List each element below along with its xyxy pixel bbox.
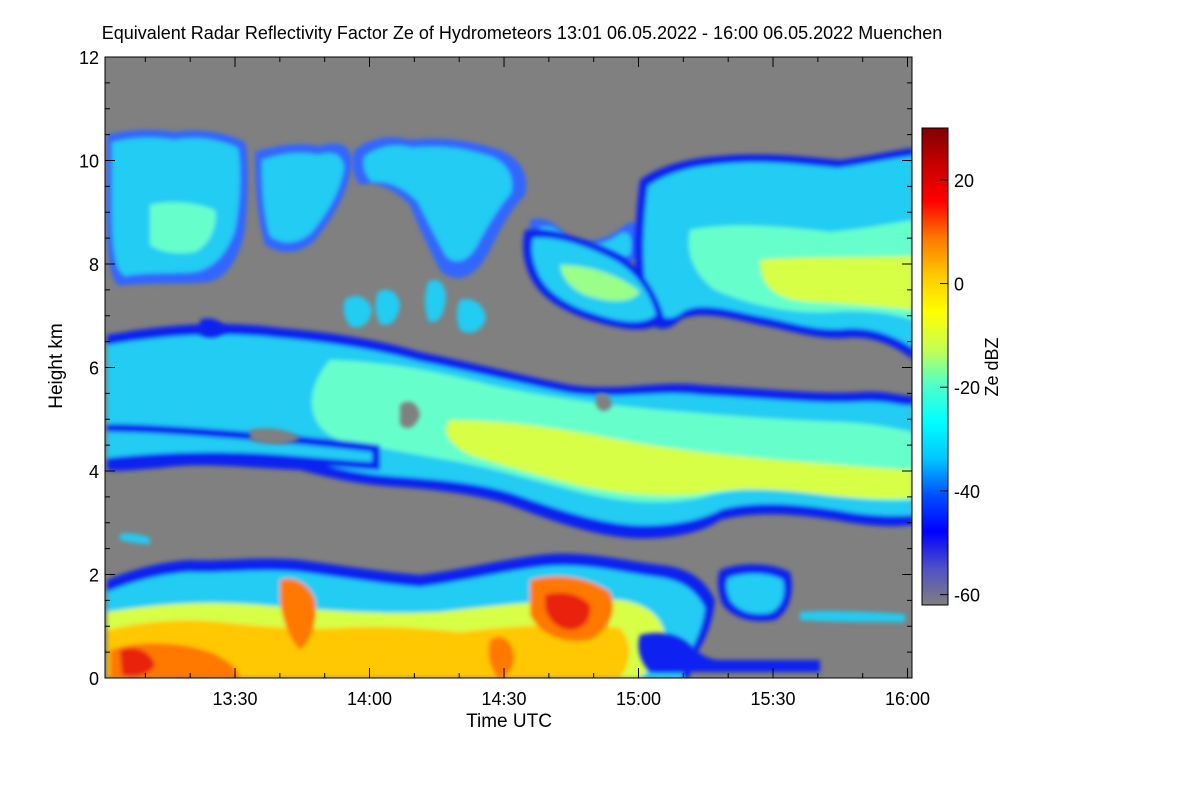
- y-tick-label: 8: [89, 255, 99, 275]
- x-tick-label: 15:30: [750, 689, 795, 709]
- x-tick-label: 16:00: [885, 689, 930, 709]
- x-tick-label: 13:30: [212, 689, 257, 709]
- mid-level-slanted-layer: [107, 324, 912, 539]
- y-tick-label: 12: [79, 48, 99, 68]
- sparse-low-cells: [120, 533, 905, 672]
- colorbar-tick-label: -40: [954, 482, 980, 502]
- plot-area: [105, 57, 912, 678]
- upper-layer-right: [523, 148, 912, 360]
- colorbar-ticks: 20 0 -20 -40 -60: [940, 171, 980, 606]
- x-axis-ticks: 13:30 14:00 14:30 15:00 15:30 16:00: [144, 57, 930, 709]
- low-level-rain: [107, 553, 715, 678]
- colorbar: 20 0 -20 -40 -60 Ze dBZ: [921, 127, 1002, 606]
- y-axis-ticks: 0 2 4 6 8 10 12: [79, 48, 912, 689]
- colorbar-tick-label: -20: [954, 378, 980, 398]
- y-tick-label: 4: [89, 462, 99, 482]
- gray-holes: [250, 393, 612, 445]
- colorbar-tick-label: 0: [954, 275, 964, 295]
- y-tick-label: 2: [89, 566, 99, 586]
- x-tick-label: 14:00: [347, 689, 392, 709]
- colorbar-rect: [921, 127, 949, 606]
- colorbar-label: Ze dBZ: [982, 337, 1002, 396]
- x-axis-label: Time UTC: [466, 711, 552, 732]
- mid-level-small-cells: [200, 279, 486, 338]
- colorbar-tick-label: 20: [954, 171, 974, 191]
- upper-cirrus-left: [107, 129, 352, 286]
- x-tick-label: 15:00: [616, 689, 661, 709]
- y-axis-label: Height km: [46, 323, 67, 409]
- colorbar-tick-label: -60: [954, 586, 980, 606]
- chart-title: Equivalent Radar Reflectivity Factor Ze …: [102, 23, 943, 43]
- x-tick-label: 14:30: [481, 689, 526, 709]
- y-tick-label: 0: [89, 669, 99, 689]
- y-tick-label: 10: [79, 152, 99, 172]
- y-tick-label: 6: [89, 359, 99, 379]
